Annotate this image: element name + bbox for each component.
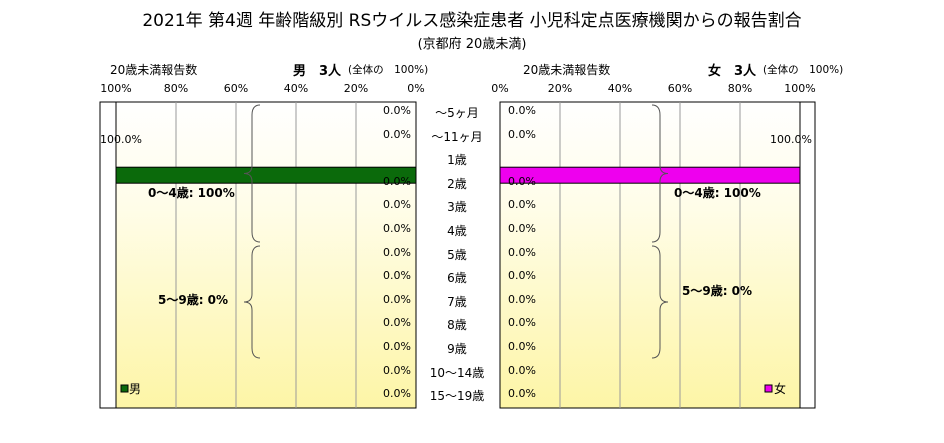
male-value-label: 0.0% (383, 269, 411, 283)
female-bar (499, 166, 801, 184)
female-value-label: 0.0% (508, 269, 536, 283)
male-axis-tick-label: 40% (283, 82, 309, 95)
male-value-label: 0.0% (383, 316, 411, 330)
male-group-label: 0～4歳: 100% (148, 186, 235, 200)
female-group-bracket (651, 245, 669, 359)
male-value-label: 0.0% (383, 387, 411, 401)
female-axis-tick-label: 60% (667, 82, 693, 95)
female-header-left: 20歳未満報告数 (523, 63, 611, 77)
female-value-label: 0.0% (508, 363, 536, 377)
male-value-label: 0.0% (383, 174, 411, 188)
age-category-label: 1歳 (447, 153, 467, 168)
female-value-label: 0.0% (508, 387, 536, 401)
female-value-label: 0.0% (508, 292, 536, 306)
male-group-bracket (243, 245, 261, 359)
male-value-label: 0.0% (383, 292, 411, 306)
age-category-label: ～11ヶ月 (431, 129, 483, 144)
age-category-label: 2歳 (447, 176, 467, 191)
age-category-label: 7歳 (447, 294, 467, 309)
female-value-label: 0.0% (508, 198, 536, 212)
male-value-label: 0.0% (383, 245, 411, 259)
chart-subtitle: (京都府 20歳未満) (417, 37, 527, 52)
age-category-label: ～5ヶ月 (435, 106, 479, 120)
male-value-label: 0.0% (383, 198, 411, 212)
male-legend-swatch (120, 384, 129, 393)
female-axis-tick-label: 20% (547, 82, 573, 95)
male-group-label: 5～9歳: 0% (158, 293, 229, 307)
male-header-note: (全体の 100%) (348, 64, 429, 76)
female-legend-label: 女 (774, 382, 787, 396)
male-plot-area (115, 101, 417, 409)
male-value-label: 0.0% (383, 104, 411, 117)
age-category-label: 5歳 (447, 247, 467, 262)
male-frame (99, 101, 417, 409)
female-header-count: 女 3人 (708, 64, 757, 79)
female-value-label: 0.0% (508, 127, 536, 141)
male-value-label: 0.0% (383, 127, 411, 141)
female-value-label: 0.0% (508, 340, 536, 353)
male-axis-tick-label: 100% (100, 82, 132, 95)
female-value-label: 0.0% (508, 222, 536, 235)
male-legend-label: 男 (129, 382, 142, 396)
female-value-label: 0.0% (508, 174, 536, 188)
female-group-label: 5～9歳: 0% (682, 284, 753, 298)
female-axis-tick-label: 100% (784, 82, 816, 95)
male-axis-tick-label: 20% (343, 82, 369, 95)
male-header-count: 男 3人 (293, 64, 342, 79)
female-plot-area (499, 101, 801, 409)
chart-title: 2021年 第4週 年齢階級別 RSウイルス感染症患者 小児科定点医療機関からの… (142, 11, 802, 31)
male-value-label: 0.0% (383, 340, 411, 353)
female-value-label: 0.0% (508, 316, 536, 330)
male-header-left: 20歳未満報告数 (110, 63, 198, 77)
male-axis-tick-label: 80% (163, 82, 189, 95)
age-category-label: 6歳 (447, 271, 467, 286)
female-group-bracket (651, 104, 669, 243)
age-category-label: 4歳 (447, 224, 467, 238)
age-category-label: 3歳 (447, 200, 467, 215)
female-axis-tick-label: 40% (607, 82, 633, 95)
age-category-label: 9歳 (447, 342, 467, 356)
female-value-label: 0.0% (508, 104, 536, 117)
age-category-label: 8歳 (447, 318, 467, 333)
male-value-label: 0.0% (383, 363, 411, 377)
age-category-label: 10～14歳 (429, 365, 485, 380)
female-header-note: (全体の 100%) (763, 64, 844, 76)
female-legend-swatch (764, 384, 773, 393)
female-group-label: 0～4歳: 100% (674, 186, 761, 200)
male-axis-tick-label: 0% (407, 82, 425, 95)
male-group-bracket (243, 104, 261, 243)
male-bar (115, 166, 417, 184)
female-value-label: 0.0% (508, 245, 536, 259)
female-frame (499, 101, 816, 409)
male-value-label: 0.0% (383, 222, 411, 235)
male-value-label: 100.0% (100, 133, 142, 147)
female-axis-tick-label: 0% (491, 82, 509, 95)
male-axis-tick-label: 60% (223, 82, 249, 95)
female-value-label: 100.0% (770, 133, 812, 147)
female-axis-tick-label: 80% (727, 82, 753, 95)
age-category-label: 15～19歳 (429, 389, 485, 404)
